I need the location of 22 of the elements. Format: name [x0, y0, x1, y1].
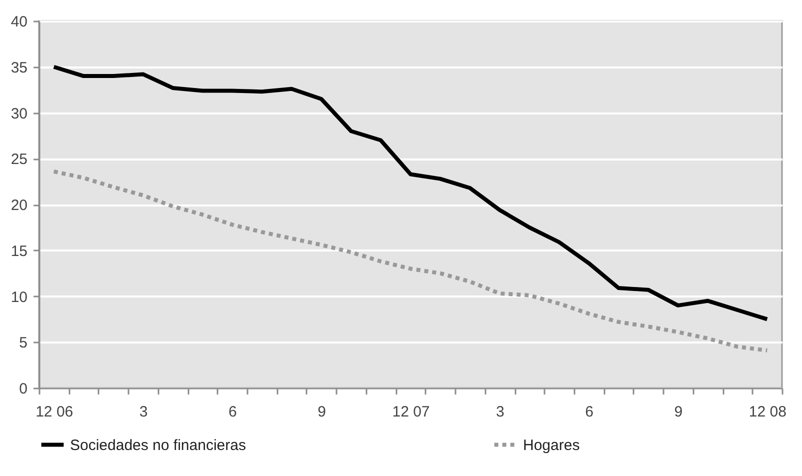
x-tick-label: 6	[228, 404, 237, 420]
x-tick-label: 9	[318, 404, 326, 420]
x-tick-label: 12 06	[36, 404, 74, 420]
legend-label: Hogares	[523, 436, 580, 454]
y-tick-label: 5	[19, 334, 28, 352]
x-tick-label: 3	[496, 404, 504, 420]
y-tick-label: 15	[10, 242, 28, 260]
y-tick-label: 10	[10, 288, 28, 306]
y-tick-label: 20	[10, 197, 28, 214]
x-tick-label: 3	[139, 404, 148, 420]
y-tick-label: 35	[10, 59, 28, 76]
x-tick-label: 12 08	[748, 404, 786, 420]
line-series	[52, 64, 770, 322]
line-series	[52, 169, 770, 352]
x-tick-label: 6	[585, 404, 594, 420]
x-tick-label: 12 07	[392, 404, 430, 420]
y-tick-label: 40	[10, 14, 28, 30]
legend-label: Sociedades no financieras	[70, 436, 246, 454]
y-tick-label: 25	[10, 151, 28, 168]
x-tick-label: 9	[674, 404, 683, 420]
y-tick-label: 0	[19, 380, 28, 398]
y-tick-label: 30	[10, 105, 28, 122]
